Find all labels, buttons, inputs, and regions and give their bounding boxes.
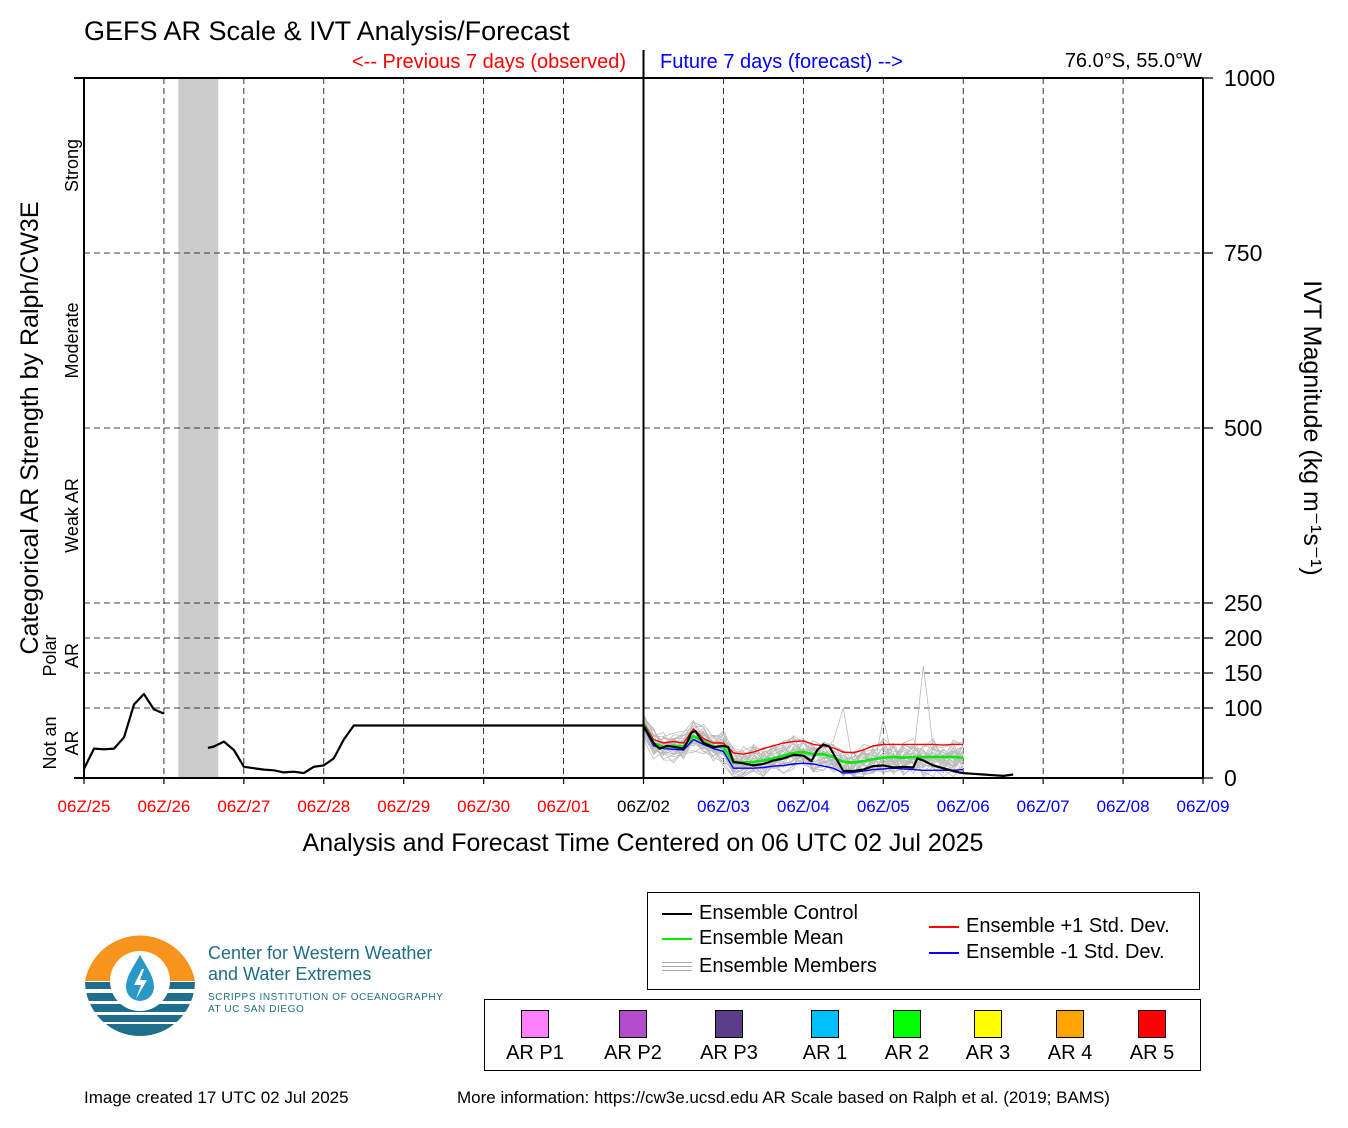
left-axis-label: Categorical AR Strength by Ralph/CW3E (16, 202, 44, 655)
control-line (83, 692, 165, 770)
ar-scale-label: AR P2 (604, 1042, 662, 1064)
x-tick-label: 06Z/28 (297, 797, 350, 816)
x-tick-label: 06Z/01 (537, 797, 590, 816)
control-line (642, 724, 1014, 778)
x-tick-label: 06Z/03 (697, 797, 750, 816)
ar-scale-legend: AR P1 AR P2 AR P3 AR 1 AR 2 AR 3 AR 4 AR… (484, 999, 1201, 1071)
legend-members-swatch (662, 960, 692, 974)
legend-minus-std-label: Ensemble -1 Std. Dev. (966, 941, 1165, 963)
right-axis-label: IVT Magnitude (kg m⁻¹s⁻¹) (1298, 280, 1326, 575)
org-name-line1: Center for Western Weather (208, 943, 433, 963)
x-tick-label: 06Z/04 (777, 797, 830, 816)
category-label: Strong (62, 139, 82, 192)
ar-scale-item: AR 2 (867, 1010, 947, 1065)
cw3e-logo-icon (84, 935, 199, 1036)
y-tick-label: 1000 (1224, 65, 1275, 91)
y-tick-label: 150 (1224, 660, 1262, 686)
org-sub-line1: SCRIPPS INSTITUTION OF OCEANOGRAPHY (208, 992, 444, 1003)
cw3e-logo (84, 925, 484, 1040)
org-name: Center for Western Weather and Water Ext… (208, 943, 432, 985)
ar-scale-item: AR P3 (689, 1010, 769, 1065)
legend-members-label: Ensemble Members (699, 955, 877, 977)
category-label: AR (62, 643, 82, 668)
ar-scale-label: AR 5 (1129, 1042, 1175, 1064)
x-tick-label: 06Z/07 (1017, 797, 1070, 816)
category-label: Polar (40, 634, 60, 676)
ar-scale-item: AR P1 (495, 1010, 575, 1065)
location-label: 76.0°S, 55.0°W (1065, 50, 1202, 72)
x-tick-label: 06Z/05 (857, 797, 910, 816)
x-axis-label: Analysis and Forecast Time Centered on 0… (303, 829, 984, 857)
ar-scale-label: AR P3 (700, 1042, 758, 1064)
legend-plus-std: Ensemble +1 Std. Dev. (929, 915, 1170, 938)
y-tick-label: 100 (1224, 695, 1262, 721)
mean-line (642, 724, 964, 764)
ar-scale-item: AR 1 (785, 1010, 865, 1065)
x-tick-label: 06Z/26 (137, 797, 190, 816)
minus-std-line (642, 726, 964, 774)
legend-minus-std: Ensemble -1 Std. Dev. (929, 941, 1165, 964)
org-sub-line2: AT UC SAN DIEGO (208, 1004, 305, 1015)
image-created-note: Image created 17 UTC 02 Jul 2025 (84, 1088, 349, 1107)
ar-5-swatch (1138, 1010, 1166, 1038)
more-info-note: More information: https://cw3e.ucsd.edu … (457, 1088, 1110, 1107)
chart-title: GEFS AR Scale & IVT Analysis/Forecast (84, 16, 570, 46)
ar-p1-swatch (521, 1010, 549, 1038)
previous-days-label: <-- Previous 7 days (observed) (352, 51, 626, 73)
category-label: Moderate (62, 302, 82, 378)
org-name-line2: and Water Extremes (208, 964, 372, 984)
ar-scale-label: AR 4 (1047, 1042, 1093, 1064)
ensemble-member-line (643, 716, 964, 767)
ar-scale-item: AR 3 (948, 1010, 1028, 1065)
ivt-chart: GEFS AR Scale & IVT Analysis/Forecast <-… (16, 16, 1326, 857)
x-tick-label: 06Z/09 (1177, 797, 1230, 816)
legend-control-label: Ensemble Control (699, 902, 858, 924)
legend-mean-swatch (662, 937, 692, 940)
ar-1-swatch (811, 1010, 839, 1038)
ar-scale-label: AR 2 (884, 1042, 930, 1064)
control-line (207, 724, 644, 775)
y-tick-label: 750 (1224, 240, 1262, 266)
legend-plus-std-swatch (929, 925, 959, 928)
legend-minus-std-swatch (929, 951, 959, 954)
org-subtitle: SCRIPPS INSTITUTION OF OCEANOGRAPHY AT U… (208, 992, 443, 1016)
future-days-label: Future 7 days (forecast) --> (660, 51, 903, 73)
x-tick-label: 06Z/08 (1097, 797, 1150, 816)
x-tick-label: 06Z/25 (58, 797, 111, 816)
legend-mean-label: Ensemble Mean (699, 927, 844, 949)
ar-p2-swatch (619, 1010, 647, 1038)
x-tick-label: 06Z/30 (457, 797, 510, 816)
category-label: Weak AR (62, 478, 82, 553)
ar-4-swatch (1056, 1010, 1084, 1038)
ar-p3-swatch (715, 1010, 743, 1038)
legend-control-swatch (662, 912, 692, 915)
ar-scale-item: AR P2 (593, 1010, 673, 1065)
legend-members: Ensemble Members (662, 955, 877, 978)
y-tick-label: 200 (1224, 625, 1262, 651)
legend-mean: Ensemble Mean (662, 927, 844, 950)
category-label: AR (62, 730, 82, 755)
ensemble-member-line (643, 718, 964, 767)
x-tick-label: 06Z/29 (377, 797, 430, 816)
x-tick-label: 06Z/27 (217, 797, 270, 816)
ar-scale-label: AR 3 (965, 1042, 1011, 1064)
ar-3-swatch (974, 1010, 1002, 1038)
ar-scale-item: AR 5 (1112, 1010, 1192, 1065)
x-tick-label: 06Z/06 (937, 797, 990, 816)
ar-scale-item: AR 4 (1030, 1010, 1110, 1065)
line-legend: Ensemble Control Ensemble Mean Ensemble … (647, 892, 1200, 990)
legend-control: Ensemble Control (662, 902, 858, 925)
ar-scale-label: AR 1 (802, 1042, 848, 1064)
y-tick-label: 500 (1224, 415, 1262, 441)
legend-plus-std-label: Ensemble +1 Std. Dev. (966, 915, 1170, 937)
y-tick-label: 0 (1224, 765, 1237, 791)
y-tick-label: 250 (1224, 590, 1262, 616)
x-tick-label: 06Z/02 (617, 797, 670, 816)
ar-2-swatch (893, 1010, 921, 1038)
ar-scale-label: AR P1 (506, 1042, 564, 1064)
category-label: Not an (40, 716, 60, 769)
